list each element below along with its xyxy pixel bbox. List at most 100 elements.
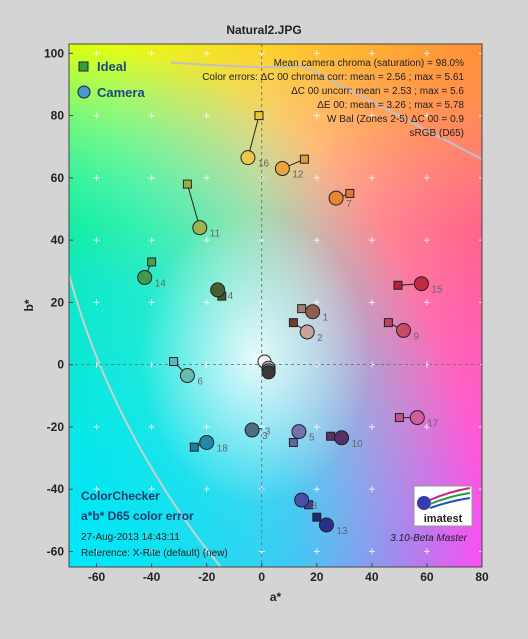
camera-marker-2[interactable] <box>299 324 315 340</box>
imatest-logo-text: imatest <box>424 513 463 525</box>
legend-camera-marker <box>77 85 91 99</box>
grid-cross <box>93 174 100 181</box>
grid-cross <box>368 50 375 57</box>
ideal-marker-15[interactable] <box>393 280 403 290</box>
stats-line-1: Mean camera chroma (saturation) = 98.0% <box>274 58 464 69</box>
y-tick-label: 20 <box>51 295 65 309</box>
x-tick-label: 80 <box>475 570 489 584</box>
grid-cross <box>368 486 375 493</box>
grid-cross <box>203 423 210 430</box>
camera-marker-1[interactable] <box>305 304 321 320</box>
ideal-marker-13[interactable] <box>312 512 322 522</box>
camera-marker-4[interactable] <box>210 282 226 298</box>
grid-cross <box>148 299 155 306</box>
patch-label-9: 9 <box>414 331 420 342</box>
ideal-marker-2[interactable] <box>288 318 298 328</box>
grid-cross <box>203 237 210 244</box>
grid-cross <box>313 299 320 306</box>
x-tick-label: 20 <box>310 570 324 584</box>
y-axis-label: b* <box>22 299 36 311</box>
camera-marker-10[interactable] <box>334 430 350 446</box>
camera-marker-n4[interactable] <box>261 365 276 380</box>
grid-cross <box>203 112 210 119</box>
stats-line-2: Color errors: ΔC 00 chroma corr: mean = … <box>202 72 464 83</box>
grid-cross <box>479 423 482 430</box>
grid-cross <box>203 50 210 57</box>
patch-label-15: 15 <box>431 285 443 296</box>
camera-marker-3[interactable] <box>244 422 260 438</box>
grid-cross <box>368 299 375 306</box>
camera-marker-16[interactable] <box>240 150 256 166</box>
patch-label-7: 7 <box>346 199 352 210</box>
annotation-reference: Reference: X-Rite (default) (new) <box>81 548 228 559</box>
grid-cross <box>313 112 320 119</box>
camera-marker-7[interactable] <box>328 190 344 206</box>
grid-cross <box>368 112 375 119</box>
ideal-marker-16[interactable] <box>254 111 264 121</box>
camera-marker-15[interactable] <box>413 276 429 292</box>
camera-marker-5[interactable] <box>291 424 307 440</box>
annotation-date: 27-Aug-2013 14:43:11 <box>81 532 180 543</box>
camera-marker-14[interactable] <box>137 269 153 285</box>
x-tick-label: 0 <box>258 570 265 584</box>
ideal-marker-9[interactable] <box>383 318 393 328</box>
ideal-marker-6[interactable] <box>169 357 179 367</box>
ideal-marker-17[interactable] <box>394 413 404 423</box>
camera-marker-13[interactable] <box>318 517 334 533</box>
grid-cross <box>423 237 430 244</box>
grid-cross <box>479 50 482 57</box>
y-tick-label: 60 <box>51 171 65 185</box>
camera-marker-17[interactable] <box>409 410 425 426</box>
ideal-marker-7[interactable] <box>345 188 355 198</box>
imatest-logo: imatest <box>413 485 473 527</box>
patch-label-13: 13 <box>336 526 348 537</box>
stats-line-5: W Bal (Zones 2-5) ΔC 00 = 0.9 <box>327 114 464 125</box>
annotation-chart-name: ColorChecker <box>81 489 160 503</box>
camera-marker-6[interactable] <box>179 368 195 384</box>
patch-label-12: 12 <box>292 170 304 181</box>
grid-cross <box>313 486 320 493</box>
ideal-marker-12[interactable] <box>299 154 309 164</box>
ideal-marker-11[interactable] <box>182 179 192 189</box>
patch-label-5: 5 <box>309 433 315 444</box>
legend-ideal-marker <box>78 61 89 72</box>
grid-cross <box>203 548 210 555</box>
ideal-marker-5[interactable] <box>288 437 298 447</box>
ideal-marker-18[interactable] <box>189 442 199 452</box>
x-tick-label: -60 <box>88 570 106 584</box>
camera-marker-18[interactable] <box>199 434 215 450</box>
x-tick-label: -40 <box>143 570 161 584</box>
grid-cross <box>93 548 100 555</box>
grid-cross <box>148 548 155 555</box>
patch-label-10: 10 <box>352 439 364 450</box>
y-tick-label: -60 <box>47 544 65 558</box>
grid-cross <box>148 423 155 430</box>
grid-cross <box>479 548 482 555</box>
camera-marker-11[interactable] <box>192 220 208 236</box>
grid-cross <box>313 237 320 244</box>
x-tick-label: 60 <box>420 570 434 584</box>
y-tick-label: 80 <box>51 109 65 123</box>
grid-cross <box>313 423 320 430</box>
patch-label-18: 18 <box>217 443 229 454</box>
annotation-version: 3.10-Beta Master <box>390 533 467 544</box>
ideal-marker-10[interactable] <box>326 431 336 441</box>
grid-cross <box>479 237 482 244</box>
camera-marker-12[interactable] <box>274 161 290 177</box>
patch-label-6: 6 <box>197 377 203 388</box>
x-tick-label: -20 <box>198 570 216 584</box>
patch-label-2: 2 <box>317 333 323 344</box>
ideal-marker-14[interactable] <box>147 257 157 267</box>
grid-cross <box>479 174 482 181</box>
camera-marker-9[interactable] <box>396 322 412 338</box>
grid-cross <box>423 548 430 555</box>
ideal-marker-1[interactable] <box>297 304 307 314</box>
grid-cross <box>423 112 430 119</box>
grid-cross <box>368 423 375 430</box>
grid-cross <box>148 174 155 181</box>
camera-marker-8[interactable] <box>294 492 310 508</box>
grid-cross <box>479 112 482 119</box>
grid-cross <box>313 50 320 57</box>
grid-cross <box>423 50 430 57</box>
